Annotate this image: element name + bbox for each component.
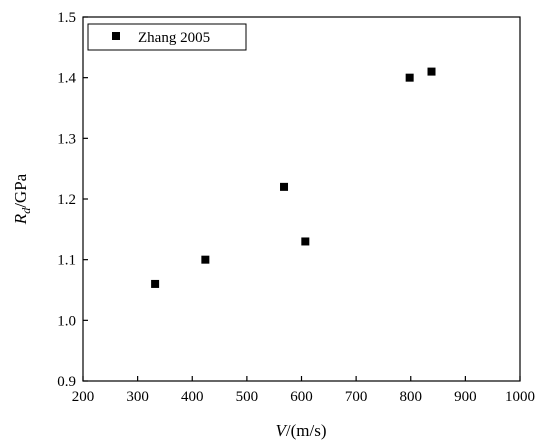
x-tick-label: 800 [400, 389, 423, 405]
y-tick-label: 1.2 [57, 192, 76, 208]
data-point [280, 182, 289, 191]
y-tick-label: 1.0 [57, 313, 76, 329]
y-tick-label: 1.3 [57, 131, 76, 147]
x-axis-ticks: 200 300 400 500 600 700 800 900 1000 [72, 376, 535, 405]
x-tick-label: 600 [290, 389, 313, 405]
y-tick-label: 1.5 [57, 10, 76, 26]
x-tick-label: 900 [454, 389, 477, 405]
data-point [405, 73, 414, 82]
legend: Zhang 2005 [87, 23, 247, 51]
y-tick-label: 1.4 [57, 71, 76, 87]
y-axis-ticks: 0.9 1.0 1.1 1.2 1.3 1.4 1.5 [57, 10, 88, 390]
plot-frame [82, 16, 521, 382]
data-point [151, 279, 160, 288]
y-tick-label: 0.9 [57, 374, 76, 390]
data-point [301, 237, 310, 246]
data-point [427, 67, 436, 76]
data-point [201, 255, 210, 264]
x-tick-label: 500 [236, 389, 259, 405]
y-tick-label: 1.1 [57, 253, 76, 269]
legend-marker [112, 32, 120, 40]
x-tick-label: 700 [345, 389, 368, 405]
x-axis-title: V/(m/s) [276, 421, 327, 440]
x-tick-label: 1000 [505, 389, 535, 405]
legend-label: Zhang 2005 [138, 30, 210, 46]
x-tick-label: 400 [181, 389, 204, 405]
x-tick-label: 200 [72, 389, 95, 405]
x-tick-label: 300 [126, 389, 149, 405]
y-axis-title: Rd/GPa [11, 173, 33, 225]
data-points [151, 67, 436, 288]
